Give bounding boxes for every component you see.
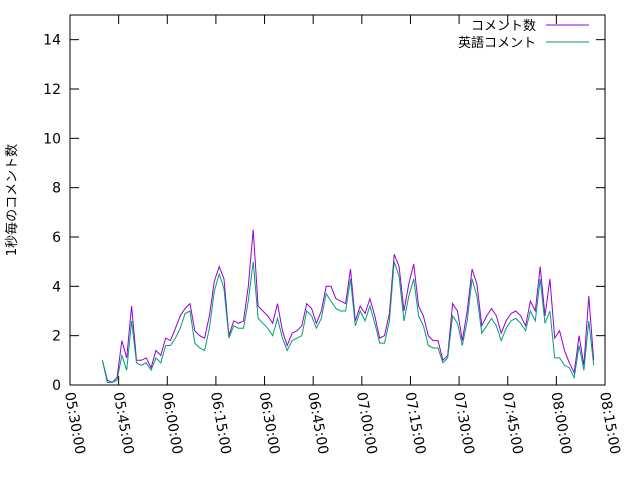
x-tick-label: 07:30:00	[450, 391, 477, 456]
y-axis-ticks: 0 2 4 6 8 10 12 14	[43, 33, 605, 394]
plot-frame	[69, 14, 606, 386]
y-tick-label: 4	[52, 279, 61, 295]
series-line-0	[101, 229, 595, 384]
series-lines	[101, 229, 595, 384]
y-axis-label: 1秒毎のコメント数	[4, 144, 20, 256]
x-tick-label: 08:15:00	[596, 391, 623, 456]
x-tick-label: 07:45:00	[499, 391, 526, 456]
x-tick-label: 06:15:00	[207, 391, 234, 456]
y-tick-label: 0	[52, 378, 61, 394]
y-tick-label: 8	[52, 181, 61, 197]
x-tick-label: 07:00:00	[353, 391, 380, 456]
x-tick-label: 05:30:00	[61, 391, 88, 456]
x-tick-label: 06:45:00	[304, 391, 331, 456]
y-tick-label: 2	[52, 329, 61, 345]
x-axis-ticks: 05:30:00 05:45:00 06:00:00 06:15:00 06:30:00…	[61, 15, 623, 456]
x-tick-label: 07:15:00	[402, 391, 429, 456]
legend-label: コメント数	[471, 19, 536, 34]
y-tick-label: 10	[43, 131, 61, 147]
x-tick-label: 05:45:00	[110, 391, 137, 456]
x-tick-label: 06:00:00	[158, 391, 185, 456]
y-axis-label-group: 1秒毎のコメント数	[4, 144, 20, 256]
y-tick-label: 6	[52, 230, 61, 246]
legend-label: 英語コメント	[458, 35, 536, 51]
series-line-1	[101, 261, 595, 383]
x-tick-label: 06:30:00	[256, 391, 283, 456]
x-tick-label: 08:00:00	[547, 391, 574, 456]
y-tick-label: 12	[43, 82, 61, 98]
y-tick-label: 14	[43, 33, 61, 49]
